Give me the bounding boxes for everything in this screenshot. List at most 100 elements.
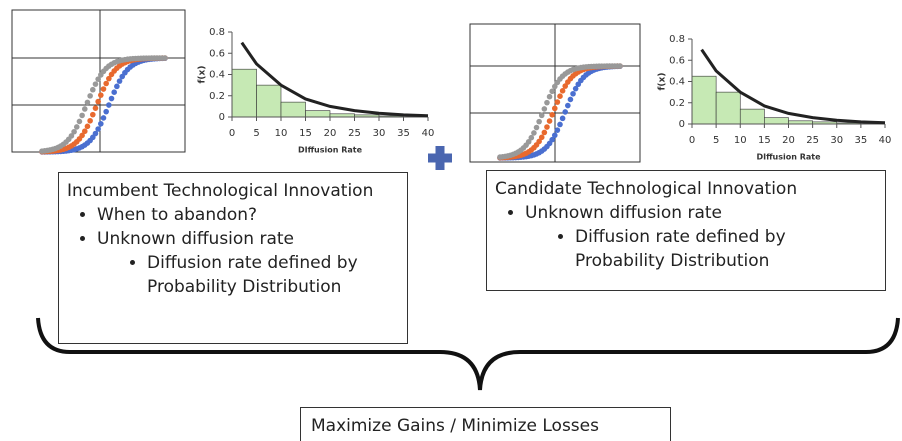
s-curve-dot [531, 130, 537, 136]
s-curve-dot [116, 78, 123, 84]
s-curve-dot [79, 112, 85, 119]
s-curve-dot [106, 102, 112, 108]
x-tick-label: 15 [299, 128, 312, 139]
x-tick-label: 5 [253, 128, 259, 139]
s-curve-dot [98, 92, 104, 98]
s-curve-dot [570, 90, 576, 97]
s-curve-dot [103, 108, 109, 115]
s-curve-dot [557, 93, 563, 99]
histogram-bar [715, 91, 741, 125]
s-curve-dot [525, 138, 532, 145]
x-tick-label: 25 [806, 135, 819, 146]
s-curve-dot [549, 136, 555, 143]
y-tick-label: 0 [219, 112, 225, 123]
y-tick-label: 0.8 [209, 27, 225, 38]
histogram-bar [256, 84, 282, 118]
s-curve-dot [549, 88, 555, 95]
s-curve-dot [536, 138, 542, 145]
x-tick-label: 20 [324, 128, 337, 139]
x-tick-label: 35 [397, 128, 410, 139]
outcome-box: Maximize Gains / Minimize Losses [300, 407, 671, 441]
bullet: Unknown diffusion rate [525, 201, 877, 225]
y-axis-label: f(x) [658, 73, 668, 91]
histogram-bar [280, 101, 306, 118]
s-curve-dot [81, 106, 88, 112]
brace [36, 317, 900, 391]
x-axis-label: DIffusion Rate [298, 146, 363, 155]
s-curve-dot [557, 121, 563, 128]
s-curve-dot [87, 117, 93, 124]
s-curve-dot [106, 75, 112, 82]
s-curve-dot [100, 86, 107, 92]
s-curve-dot [92, 105, 99, 111]
bullet: When to abandon? [97, 203, 399, 227]
s-curve-dot [567, 96, 574, 103]
density-curve [240, 41, 429, 118]
s-curve-dot [84, 123, 91, 130]
x-tick-label: 25 [348, 128, 361, 139]
x-tick-label: 40 [422, 128, 435, 139]
s-curve-dot [90, 111, 96, 118]
x-tick-label: 10 [275, 128, 288, 139]
s-curve-dot [538, 134, 545, 141]
s-curve-dot [92, 130, 99, 137]
s-curve-dot [79, 132, 85, 139]
y-tick-label: 0.8 [669, 34, 685, 45]
s-curve-dot [111, 89, 117, 96]
bullet: Unknown diffusion rate [97, 227, 399, 251]
s-curve-dot [559, 88, 566, 94]
s-curve-dot [559, 115, 566, 122]
s-curve-dot [572, 85, 579, 92]
outcome-text: Maximize Gains / Minimize Losses [311, 416, 599, 436]
s-curve-dot [562, 83, 569, 89]
s-curve-dot [549, 111, 555, 118]
s-curve-dot [541, 106, 548, 112]
y-tick-label: 0.2 [209, 91, 225, 102]
s-curve-dot [114, 83, 120, 90]
y-tick-label: 0.2 [669, 98, 685, 109]
x-tick-label: 30 [373, 128, 386, 139]
s-curve-dot [541, 129, 548, 136]
incumbent-box: Incumbent Technological Innovation When … [58, 172, 408, 344]
s-curve-dot [81, 128, 88, 135]
s-curve-dot [554, 127, 561, 133]
s-curve-dot [544, 124, 550, 130]
sub-bullet: Diffusion rate defined by Probability Di… [575, 225, 805, 273]
s-curve-dot [103, 80, 109, 87]
y-tick-label: 0.6 [669, 55, 685, 66]
s-curve-dot [538, 112, 545, 119]
sub-bullet: Diffusion rate defined by Probability Di… [147, 251, 377, 299]
s-curve-dot [68, 133, 75, 139]
s-curve-dot [71, 128, 77, 135]
histogram-bar [764, 117, 789, 125]
x-tick-label: 20 [782, 135, 795, 146]
s-curve-dot [551, 105, 558, 112]
s-curve-dot [73, 124, 80, 130]
s-curve-dot [92, 81, 99, 87]
s-curve-dot [536, 118, 542, 125]
histogram-bar [305, 110, 331, 118]
s-curve-dot [95, 98, 101, 105]
histogram-bar [231, 68, 257, 118]
y-tick-label: 0.4 [669, 77, 685, 88]
s-curve-dot [528, 134, 535, 141]
s-curve-dot [544, 99, 550, 106]
s-curve-dot [565, 102, 571, 109]
histogram-bar [691, 75, 717, 125]
density-curve [700, 48, 886, 125]
y-axis-label: f(x) [198, 66, 208, 84]
box-title: Incumbent Technological Innovation [67, 181, 374, 201]
s-curve-dot [617, 63, 623, 69]
x-tick-label: 30 [830, 135, 843, 146]
x-tick-label: 0 [229, 128, 235, 139]
x-tick-label: 40 [879, 135, 892, 146]
s-curve-dot [551, 83, 558, 90]
s-curve-dot [546, 93, 553, 100]
y-tick-label: 0.6 [209, 48, 225, 59]
s-curve-dot [87, 93, 93, 99]
s-curve-dot [100, 115, 107, 121]
s-curve-dot [562, 109, 569, 115]
box-title: Candidate Technological Innovation [495, 179, 798, 199]
x-tick-label: 35 [855, 135, 868, 146]
